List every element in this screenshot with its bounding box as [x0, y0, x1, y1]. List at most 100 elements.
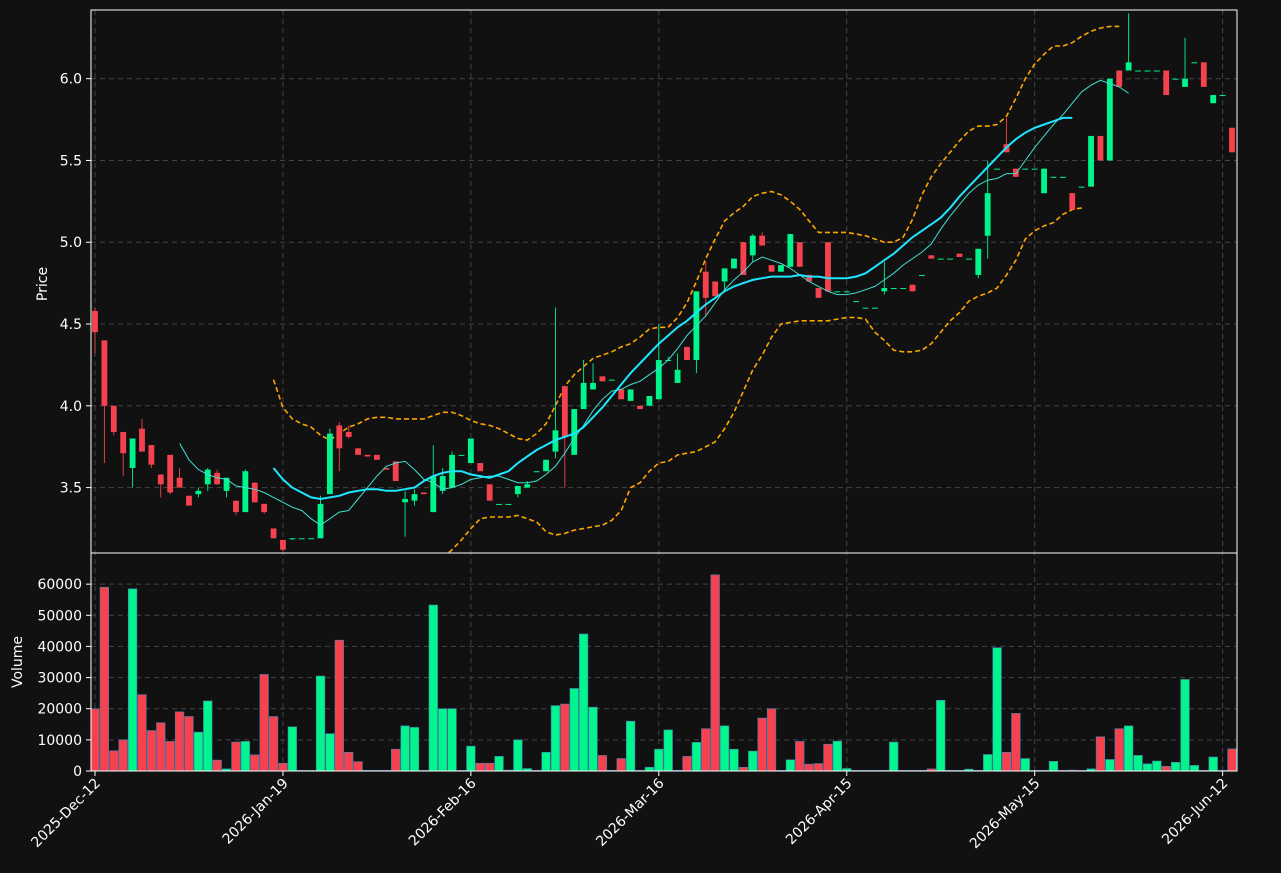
volume-bar [813, 763, 824, 771]
candle-body [815, 288, 822, 298]
volume-bar [1170, 761, 1181, 771]
candle-body [1050, 176, 1057, 178]
candle-body [533, 471, 540, 473]
candle-body [467, 438, 474, 464]
candle-body [674, 369, 681, 383]
volume-bar [1180, 679, 1190, 771]
candle-body [1219, 95, 1226, 97]
candle-body [702, 271, 709, 298]
candle-body [1116, 70, 1123, 87]
volume-bar [447, 708, 457, 771]
price-axis-label: Price [35, 267, 51, 301]
candle-body [918, 274, 925, 276]
candle-body [1106, 78, 1113, 161]
grid-lines [91, 10, 1237, 772]
volume-bar [193, 731, 203, 771]
candle-body [890, 288, 897, 290]
volume-bar [278, 762, 288, 771]
bollinger-lower-line [447, 207, 1082, 553]
candle-body [825, 242, 831, 292]
candle-body [289, 538, 296, 540]
price-tick-label: 6.0 [60, 72, 82, 88]
volume-bar [644, 766, 655, 771]
volume-bar [91, 708, 100, 771]
volume-bar [428, 604, 438, 771]
candle-body [740, 242, 747, 275]
candle-body [373, 454, 380, 460]
volume-bar [174, 711, 185, 771]
candle-body [1144, 70, 1151, 72]
volume-bar [926, 768, 936, 771]
candle-body [1097, 135, 1104, 161]
volume-bar [992, 647, 1002, 771]
candle-body [872, 307, 878, 309]
volume-axis-label: Volume [10, 636, 26, 688]
candle-body [561, 386, 568, 437]
volume-bar [710, 574, 720, 771]
bollinger-bands [272, 25, 1120, 553]
candle-body [110, 405, 117, 432]
panel-frames [90, 9, 1238, 772]
candle-body [270, 528, 277, 539]
candle-body [947, 258, 954, 260]
volume-bar [701, 728, 711, 771]
candle-body [984, 193, 991, 236]
candle-body [712, 281, 719, 297]
candle-body [101, 340, 108, 406]
volume-bar [804, 763, 814, 771]
candle-body [843, 291, 850, 293]
candle-body [345, 431, 352, 437]
volume-bar [287, 726, 297, 771]
candle-body [627, 389, 634, 401]
candle-body [543, 459, 549, 472]
volume-bar [1086, 768, 1096, 771]
volume-bar [259, 674, 269, 771]
volume-bar [344, 752, 354, 771]
volume-bar [485, 762, 495, 771]
candle-body [514, 485, 521, 495]
candle-body [1200, 62, 1207, 87]
candle-body [637, 405, 643, 410]
volume-bar [353, 761, 363, 771]
candle-body [524, 484, 531, 488]
volume-bar [738, 766, 748, 771]
volume-tick-label: 20000 [37, 702, 82, 718]
candle-body [120, 431, 127, 454]
candle-body [768, 265, 775, 272]
candle-body [1153, 70, 1160, 72]
volume-bar [748, 750, 758, 771]
volume-bar [231, 741, 241, 771]
volume-bar [1011, 713, 1021, 771]
volume-bar [240, 741, 250, 771]
candle-body [684, 346, 690, 361]
candle-body [590, 382, 596, 390]
volume-bar [616, 758, 626, 771]
candle-body [157, 474, 164, 485]
candle-body [195, 490, 202, 495]
volume-bar [729, 748, 739, 771]
candle-body [1125, 62, 1132, 71]
candle-body [1031, 168, 1038, 170]
candle-body [364, 454, 371, 457]
candle-body [646, 395, 653, 406]
candle-body [505, 503, 512, 505]
candle-body [975, 248, 982, 275]
volume-bar [1124, 725, 1134, 771]
volume-bar [588, 706, 598, 771]
candle-body [608, 379, 615, 381]
candle-body [327, 433, 333, 495]
volume-bar [625, 720, 636, 771]
candle-body [392, 461, 399, 482]
volume-bar [832, 740, 842, 771]
volume-bar [118, 739, 128, 771]
candle-body [204, 469, 211, 485]
volume-bar [400, 725, 410, 771]
candle-body [618, 389, 625, 400]
candle-body [148, 445, 155, 465]
volume-bar [691, 742, 702, 771]
candle-body [186, 495, 192, 506]
candle-body [280, 539, 286, 550]
candle-body [928, 255, 935, 259]
price-tick-label: 5.0 [60, 235, 82, 251]
candle-body [1012, 168, 1019, 177]
